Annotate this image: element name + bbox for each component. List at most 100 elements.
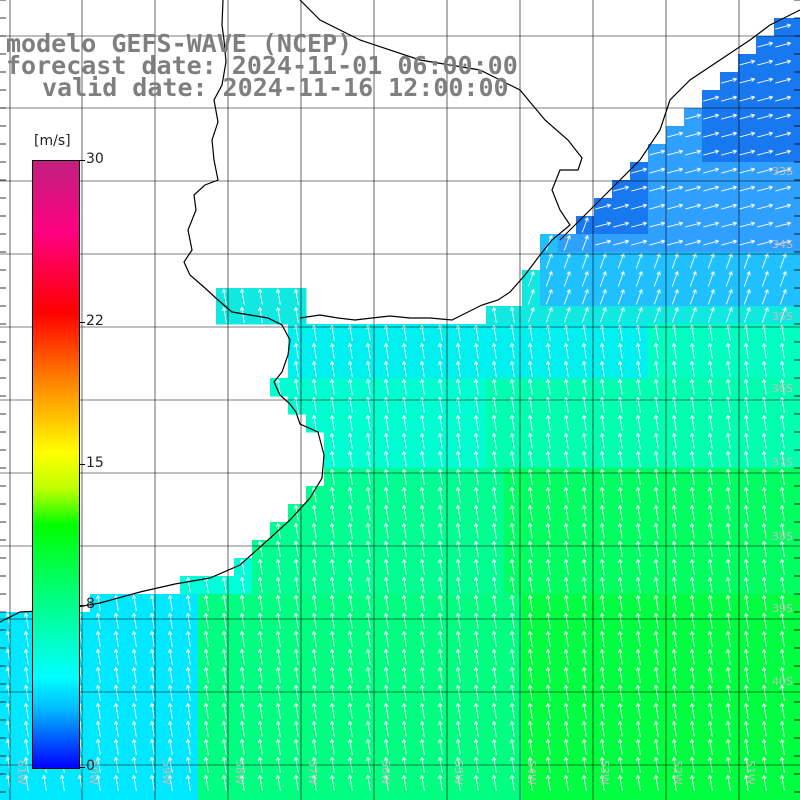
wind-arrow (582, 504, 587, 521)
wind-arrow (24, 630, 29, 647)
wind-arrow (744, 558, 749, 575)
wind-arrow (546, 702, 551, 719)
wind-arrow (582, 684, 587, 701)
wind-arrow (739, 95, 756, 102)
wind-arrow (690, 702, 695, 719)
wind-arrow (667, 185, 684, 192)
wind-arrow (690, 612, 695, 629)
wind-arrow (726, 360, 731, 377)
wind-arrow (330, 648, 335, 665)
wind-speed-cell (792, 270, 800, 289)
wind-arrow (672, 342, 677, 359)
wind-arrow (757, 239, 774, 246)
wind-arrow (631, 167, 648, 174)
wind-arrow (654, 666, 659, 683)
wind-arrow (690, 468, 695, 485)
wind-arrow (707, 289, 715, 305)
wind-arrow (456, 558, 461, 575)
wind-arrow (690, 342, 695, 359)
wind-arrow (312, 774, 317, 791)
wind-arrow (348, 702, 353, 719)
wind-arrow (420, 540, 425, 557)
wind-arrow (617, 289, 625, 305)
wind-speed-cell (702, 792, 721, 800)
wind-speed-cell (792, 738, 800, 757)
wind-arrow (780, 522, 785, 539)
colorbar-tick-mark (79, 605, 85, 607)
wind-arrow (779, 307, 787, 323)
wind-arrow (726, 576, 731, 593)
wind-arrow (672, 540, 677, 557)
wind-arrow (564, 522, 569, 539)
wind-speed-cell (792, 702, 800, 721)
wind-arrow (456, 522, 461, 539)
wind-arrow (348, 738, 353, 755)
wind-arrow (456, 684, 461, 701)
wind-arrow (258, 558, 263, 575)
wind-arrow (384, 684, 389, 701)
wind-arrow (703, 221, 720, 228)
wind-arrow (618, 504, 623, 521)
wind-arrow (739, 221, 756, 228)
wind-arrow (757, 59, 774, 66)
wind-arrow (564, 360, 569, 377)
wind-arrow (707, 307, 715, 323)
wind-arrow (744, 486, 749, 503)
wind-arrow (438, 432, 443, 449)
wind-arrow (330, 486, 335, 503)
wind-arrow (671, 271, 679, 287)
wind-arrow (690, 738, 695, 755)
wind-arrow (420, 648, 425, 665)
wind-arrow (744, 360, 749, 377)
wind-arrow (654, 342, 659, 359)
wind-arrow (739, 185, 756, 192)
wind-arrow (582, 720, 587, 737)
wind-arrow (510, 306, 515, 323)
wind-arrow (132, 684, 137, 701)
wind-arrow (618, 558, 623, 575)
wind-arrow (757, 77, 774, 84)
wind-arrow (240, 702, 245, 719)
wind-arrow (703, 149, 720, 156)
wind-arrow (150, 648, 155, 665)
wind-arrow (258, 774, 263, 791)
wind-arrow (618, 684, 623, 701)
wind-arrow (649, 203, 666, 210)
wind-arrow (672, 666, 677, 683)
wind-arrow (744, 630, 749, 647)
wind-arrow (654, 648, 659, 665)
wind-arrow (132, 666, 137, 683)
wind-arrow (649, 149, 666, 156)
wind-arrow (636, 648, 641, 665)
wind-arrow (438, 468, 443, 485)
wind-arrow (402, 666, 407, 683)
wind-arrow (330, 630, 335, 647)
wind-arrow (667, 221, 684, 228)
wind-arrow (366, 648, 371, 665)
wind-arrow (726, 468, 731, 485)
wind-arrow (294, 594, 299, 611)
wind-arrow (114, 630, 119, 647)
wind-arrow (672, 486, 677, 503)
wind-arrow (726, 414, 731, 431)
wind-arrow (726, 540, 731, 557)
wind-speed-cell (306, 792, 325, 800)
wind-arrow (762, 522, 767, 539)
wind-arrow (708, 504, 713, 521)
wind-arrow (312, 630, 317, 647)
wind-speed-cell (666, 792, 685, 800)
wind-arrow (708, 738, 713, 755)
wind-arrow (420, 522, 425, 539)
wind-arrow (762, 648, 767, 665)
wind-arrow (366, 612, 371, 629)
wind-arrow (779, 271, 787, 287)
wind-arrow (528, 648, 533, 665)
wind-arrow (775, 41, 792, 48)
wind-arrow (618, 612, 623, 629)
wind-arrow (744, 522, 749, 539)
wind-arrow (420, 468, 425, 485)
wind-arrow (613, 239, 630, 246)
wind-arrow (600, 360, 605, 377)
wind-arrow (276, 630, 281, 647)
wind-arrow (330, 432, 335, 449)
